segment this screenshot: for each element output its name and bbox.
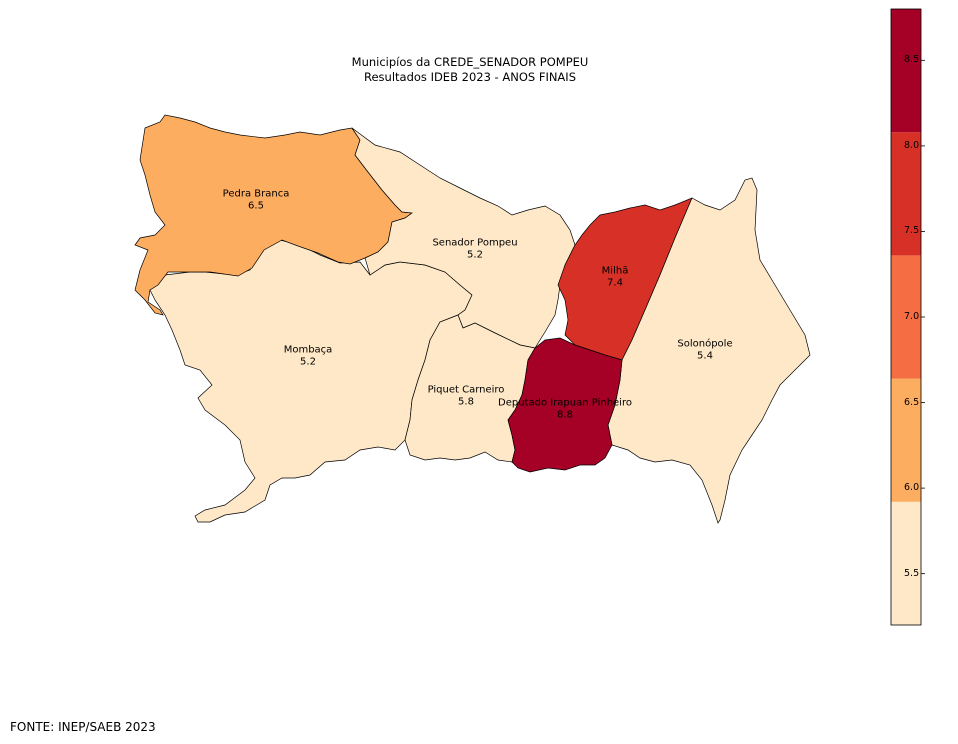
label-value: 7.4 xyxy=(607,277,623,288)
label-value: 5.4 xyxy=(697,350,713,361)
label-value: 5.2 xyxy=(467,249,483,260)
label-name: Milhã xyxy=(601,265,629,277)
label-name: Piquet Carneiro xyxy=(427,384,505,396)
colorbar-bin-2 xyxy=(891,255,921,379)
label-value: 6.5 xyxy=(248,200,264,211)
label-mombaca: Mombaça 5.2 xyxy=(284,345,333,368)
colorbar-tick-label: 6.0 xyxy=(904,482,920,494)
label-senador-pompeu: Senador Pompeu 5.2 xyxy=(432,238,517,261)
label-name: Solonópole xyxy=(677,338,733,350)
region-deputado-irapuan-pinheiro xyxy=(507,337,623,473)
colorbar-tick-label: 7.0 xyxy=(904,311,920,322)
colorbar xyxy=(890,8,925,626)
label-deputado-irapuan-pinheiro: Deputado Irapuan Pinheiro 8.8 xyxy=(498,398,632,421)
colorbar-tick-label: 6.5 xyxy=(904,396,920,408)
colorbar-bin-1 xyxy=(891,378,921,502)
colorbar-tick-label: 8.0 xyxy=(904,139,920,151)
colorbar-bin-4 xyxy=(891,9,921,133)
label-value: 5.2 xyxy=(300,356,316,367)
label-piquet-carneiro: Piquet Carneiro 5.8 xyxy=(428,385,505,408)
label-name: Deputado Irapuan Pinheiro xyxy=(498,397,632,409)
colorbar-tick-label: 7.5 xyxy=(904,225,920,237)
map-title-line2: Resultados IDEB 2023 - ANOS FINAIS xyxy=(364,70,576,84)
colorbar-bin-0 xyxy=(891,501,921,625)
colorbar-tick-label: 8.5 xyxy=(904,54,920,66)
label-name: Mombaça xyxy=(283,344,333,356)
label-milha: Milhã 7.4 xyxy=(602,266,629,289)
colorbar-tick-label: 5.5 xyxy=(904,567,920,579)
source-note: FONTE: INEP/SAEB 2023 xyxy=(10,720,156,734)
label-pedra-branca: Pedra Branca 6.5 xyxy=(223,189,290,212)
map-title-line1: Municipíos da CREDE_SENADOR POMPEU xyxy=(351,55,589,69)
label-name: Pedra Branca xyxy=(222,188,290,200)
label-solonopole: Solonópole 5.4 xyxy=(677,339,732,362)
region-piquet-carneiro xyxy=(404,314,536,463)
label-value: 5.8 xyxy=(458,396,474,407)
label-value: 8.8 xyxy=(557,409,573,420)
colorbar-bin-3 xyxy=(891,132,921,256)
region-pedra-branca xyxy=(134,114,413,316)
label-name: Senador Pompeu xyxy=(432,237,518,249)
